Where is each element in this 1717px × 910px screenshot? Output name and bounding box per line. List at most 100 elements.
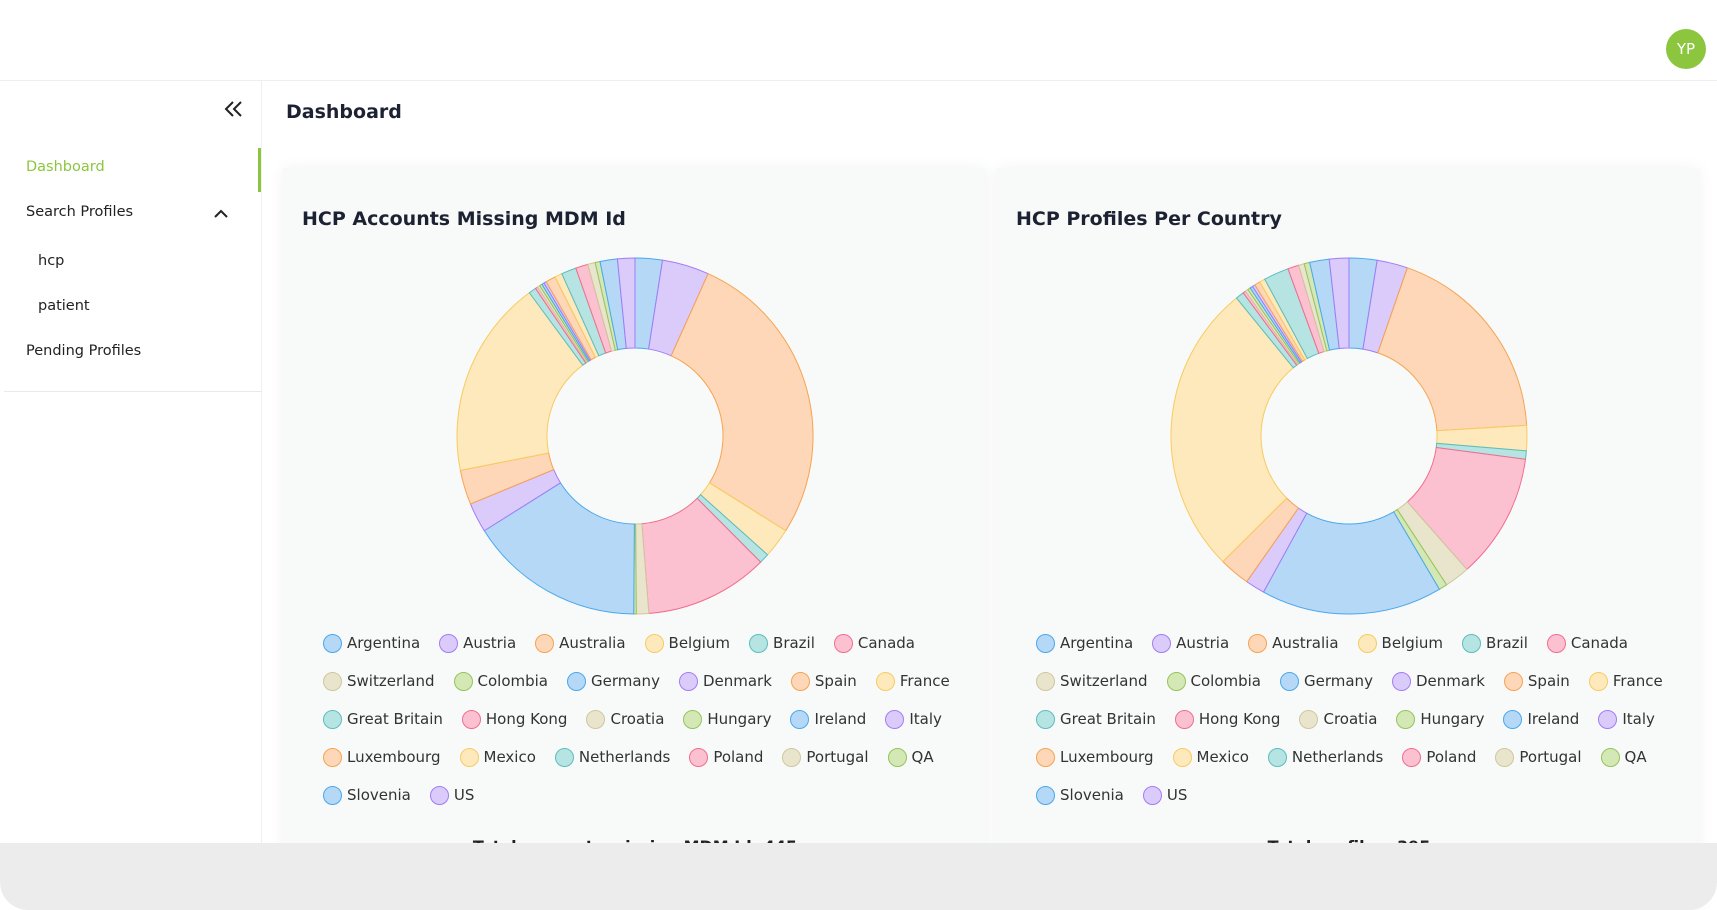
legend-item: Argentina bbox=[1036, 630, 1133, 656]
card-title: HCP Profiles Per Country bbox=[1016, 208, 1282, 230]
legend-swatch bbox=[1267, 747, 1287, 767]
slice bbox=[1377, 267, 1528, 432]
legend-label: Luxembourg bbox=[1060, 748, 1154, 766]
legend-item: Great Britain bbox=[1036, 706, 1156, 732]
legend-swatch bbox=[439, 633, 459, 653]
legend-swatch bbox=[1280, 671, 1299, 691]
legend-swatch bbox=[1588, 671, 1608, 691]
legend-item: QA bbox=[887, 744, 934, 770]
slice bbox=[1170, 297, 1295, 563]
legend-item: Luxembourg bbox=[323, 744, 441, 770]
legend-label: Hong Kong bbox=[1198, 710, 1281, 728]
legend-swatch bbox=[1600, 747, 1620, 767]
legend-label: Brazil bbox=[1486, 634, 1528, 652]
chevron-up[interactable] bbox=[213, 208, 229, 220]
legend-item: Switzerland bbox=[1036, 668, 1148, 694]
divider bbox=[4, 391, 261, 392]
legend-item: Italy bbox=[1598, 706, 1655, 732]
legend-label: Italy bbox=[1622, 710, 1655, 728]
nav-item[interactable]: patient bbox=[38, 298, 90, 314]
legend: Argentina Austria Australia Belgium Brazil Ca… bbox=[323, 630, 953, 808]
nav-item[interactable]: Search Profiles bbox=[26, 204, 134, 220]
slice bbox=[1262, 511, 1441, 615]
legend-label: Great Britain bbox=[1060, 710, 1156, 728]
legend-label: Hungary bbox=[707, 710, 772, 728]
legend-swatch bbox=[1495, 747, 1515, 767]
legend-item: Spain bbox=[790, 668, 857, 694]
legend-label: Netherlands bbox=[578, 748, 671, 766]
legend-item: Colombia bbox=[453, 668, 549, 694]
legend-label: Germany bbox=[1304, 672, 1373, 690]
legend-label: US bbox=[453, 786, 475, 804]
legend-item: Slovenia bbox=[323, 782, 411, 808]
legend-swatch bbox=[323, 633, 342, 653]
legend-swatch bbox=[1462, 633, 1482, 653]
legend-swatch bbox=[323, 671, 342, 691]
collapse-button[interactable] bbox=[224, 100, 244, 118]
legend-label: France bbox=[1612, 672, 1663, 690]
legend-swatch bbox=[323, 747, 342, 767]
legend-label: Slovenia bbox=[1060, 786, 1124, 804]
legend-item: Belgium bbox=[644, 630, 731, 656]
avatar[interactable]: YP bbox=[1666, 29, 1706, 69]
active-indicator bbox=[258, 148, 261, 192]
legend-item: Denmark bbox=[678, 668, 772, 694]
legend-item: Hungary bbox=[683, 706, 771, 732]
legend-swatch bbox=[1166, 671, 1186, 691]
legend-label: Australia bbox=[559, 634, 626, 652]
legend-swatch bbox=[782, 747, 802, 767]
legend-label: Denmark bbox=[702, 672, 772, 690]
legend-swatch bbox=[1036, 785, 1055, 805]
slice bbox=[670, 273, 814, 532]
legend-swatch bbox=[678, 671, 698, 691]
legend-item: France bbox=[875, 668, 950, 694]
legend-item: Switzerland bbox=[323, 668, 435, 694]
legend-swatch bbox=[1036, 747, 1055, 767]
legend-item: US bbox=[429, 782, 475, 808]
legend-item: Slovenia bbox=[1036, 782, 1124, 808]
legend-label: Spain bbox=[1527, 672, 1570, 690]
legend-item: Italy bbox=[885, 706, 942, 732]
legend-swatch bbox=[453, 671, 473, 691]
slice bbox=[616, 257, 636, 349]
legend-swatch bbox=[875, 671, 895, 691]
legend-label: Portugal bbox=[806, 748, 869, 766]
legend: Argentina Austria Australia Belgium Brazil Ca… bbox=[1036, 630, 1666, 808]
legend-item: Poland bbox=[1402, 744, 1476, 770]
legend-swatch bbox=[323, 709, 342, 729]
legend-label: Australia bbox=[1272, 634, 1339, 652]
nav-item[interactable]: Dashboard bbox=[26, 159, 105, 175]
legend-label: Poland bbox=[713, 748, 764, 766]
legend-swatch bbox=[1172, 747, 1192, 767]
legend-label: QA bbox=[911, 748, 934, 766]
legend-label: Colombia bbox=[477, 672, 549, 690]
legend-swatch bbox=[1503, 671, 1523, 691]
legend-item: Great Britain bbox=[323, 706, 443, 732]
legend-item: Mexico bbox=[459, 744, 536, 770]
legend-swatch bbox=[833, 633, 853, 653]
slice bbox=[456, 292, 584, 471]
legend-swatch bbox=[535, 633, 555, 653]
slice bbox=[483, 482, 635, 615]
legend-label: Luxembourg bbox=[347, 748, 441, 766]
legend-swatch bbox=[1546, 633, 1566, 653]
legend-swatch bbox=[1402, 747, 1422, 767]
legend-swatch bbox=[1396, 709, 1416, 729]
nav-item[interactable]: hcp bbox=[38, 253, 65, 269]
legend-item: Spain bbox=[1503, 668, 1570, 694]
legend-label: Slovenia bbox=[347, 786, 411, 804]
legend-item: Portugal bbox=[1495, 744, 1582, 770]
legend-swatch bbox=[1036, 633, 1055, 653]
legend-label: Belgium bbox=[668, 634, 731, 652]
window-frame bbox=[0, 843, 1717, 910]
legend-item: Argentina bbox=[323, 630, 420, 656]
page-title: Dashboard bbox=[286, 101, 402, 123]
legend-item: Netherlands bbox=[1267, 744, 1383, 770]
legend-item: Colombia bbox=[1166, 668, 1261, 694]
legend-item: Denmark bbox=[1391, 668, 1485, 694]
card-title: HCP Accounts Missing MDM Id bbox=[302, 208, 626, 230]
legend-swatch bbox=[1142, 785, 1162, 805]
legend-swatch bbox=[1152, 633, 1172, 653]
legend-item: Australia bbox=[1248, 630, 1339, 656]
nav-item[interactable]: Pending Profiles bbox=[26, 343, 142, 359]
